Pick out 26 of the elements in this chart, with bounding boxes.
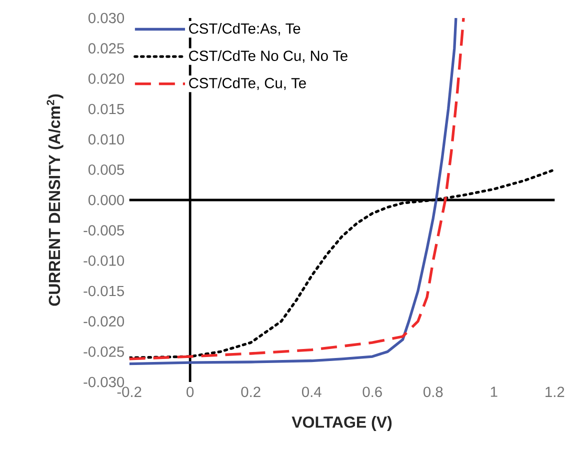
y-tick-label: -0.015 xyxy=(84,286,124,296)
legend-label: CST/CdTe, Cu, Te xyxy=(189,78,306,90)
y-tick-label: 0.030 xyxy=(88,12,124,24)
x-axis-title: VOLTAGE (V) xyxy=(292,416,392,431)
legend-label: CST/CdTe No Cu, No Te xyxy=(189,50,348,63)
y-tick-label: -0.005 xyxy=(84,225,124,236)
y-axis-title: CURRENT DENSITY (A/cm$^{2}$) xyxy=(46,94,64,306)
y-tick-label: -0.010 xyxy=(84,255,124,266)
x-tick-label: 0 xyxy=(186,386,194,398)
x-tick-label: 0.2 xyxy=(241,386,260,398)
y-tick-label: -0.020 xyxy=(84,316,124,327)
x-tick-label: 0.4 xyxy=(302,386,322,398)
y-tick-label: 0.015 xyxy=(88,104,124,114)
y-tick-label: 0.020 xyxy=(88,74,124,84)
y-tick-label: 0.000 xyxy=(88,194,124,206)
x-tick-label: 1.2 xyxy=(546,386,564,397)
y-tick-label: 0.005 xyxy=(88,164,124,175)
legend-label: CST/CdTe:As, Te xyxy=(189,22,300,36)
x-tick-label: 0.8 xyxy=(424,386,443,398)
y-tick-label: -0.025 xyxy=(84,346,124,357)
y-tick-label: 0.025 xyxy=(88,43,124,54)
x-tick-label: 0.6 xyxy=(362,386,382,398)
y-tick-label: 0.010 xyxy=(88,134,124,145)
x-tick-label: -0.2 xyxy=(117,386,142,398)
x-tick-label: 1 xyxy=(490,386,498,397)
y-tick-label: -0.030 xyxy=(84,376,124,388)
